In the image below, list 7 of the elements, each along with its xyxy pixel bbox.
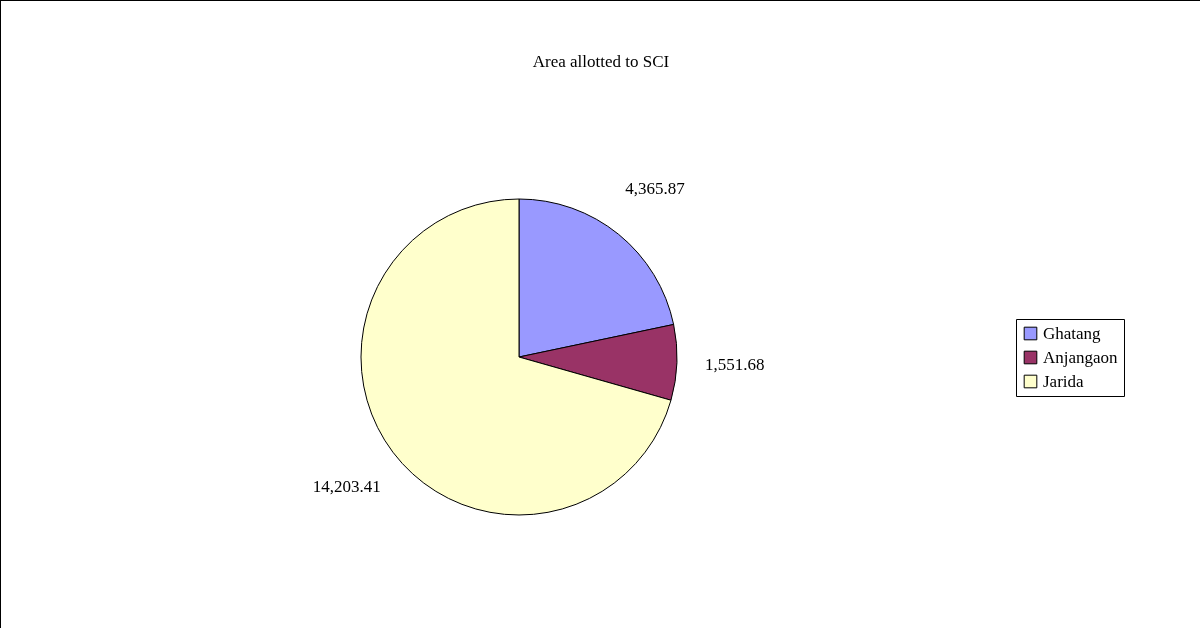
legend-label: Jarida bbox=[1043, 371, 1085, 391]
data-label: 4,365.87 bbox=[625, 179, 686, 199]
data-label: 1,551.68 bbox=[705, 354, 765, 374]
legend-label: Anjangaon bbox=[1043, 347, 1119, 367]
data-label: 14,203.41 bbox=[312, 477, 381, 497]
legend-label: Ghatang bbox=[1043, 323, 1102, 343]
chart-title: Area allotted to SCI bbox=[532, 52, 670, 71]
